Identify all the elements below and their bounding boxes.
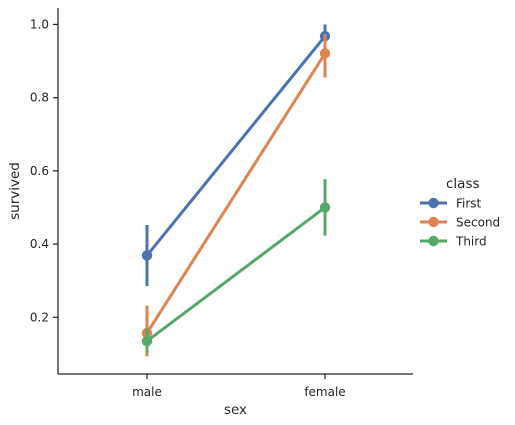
x-ticks: male female xyxy=(132,374,346,399)
data-point xyxy=(319,48,331,59)
y-axis-title: survived xyxy=(7,162,23,220)
series-layer xyxy=(141,24,331,357)
x-axis-title: sex xyxy=(224,402,247,418)
legend-swatch-marker xyxy=(428,216,439,228)
x-tick-label: female xyxy=(304,385,345,399)
legend-swatch-marker xyxy=(428,197,439,209)
data-point xyxy=(141,335,153,347)
series-first xyxy=(141,24,331,287)
y-ticks: 0.2 0.4 0.6 0.8 1.0 xyxy=(30,17,58,324)
series-line xyxy=(145,205,327,343)
series-second xyxy=(141,33,331,357)
data-point xyxy=(141,250,153,261)
legend-label: First xyxy=(456,197,482,211)
legend-label: Second xyxy=(456,216,500,230)
y-tick-label: 0.2 xyxy=(30,310,49,324)
legend-title: class xyxy=(446,176,480,192)
y-tick-label: 0.8 xyxy=(30,91,49,105)
legend-item-second: Second xyxy=(420,216,500,230)
legend-item-first: First xyxy=(420,197,482,211)
y-tick-label: 0.4 xyxy=(30,237,49,251)
plot-area: 0.2 0.4 0.6 0.8 1.0 male female xyxy=(30,8,413,399)
data-point xyxy=(319,202,331,213)
legend: class First Second Third xyxy=(420,176,500,249)
series-third xyxy=(141,179,331,353)
series-line xyxy=(145,51,327,335)
legend-label: Third xyxy=(455,235,487,249)
legend-items: First Second Third xyxy=(420,197,500,249)
y-tick-label: 1.0 xyxy=(30,17,49,31)
x-tick-label: male xyxy=(132,385,162,399)
series-line xyxy=(145,34,327,257)
legend-item-third: Third xyxy=(420,235,487,249)
legend-swatch-marker xyxy=(428,235,439,247)
y-tick-label: 0.6 xyxy=(30,164,49,178)
